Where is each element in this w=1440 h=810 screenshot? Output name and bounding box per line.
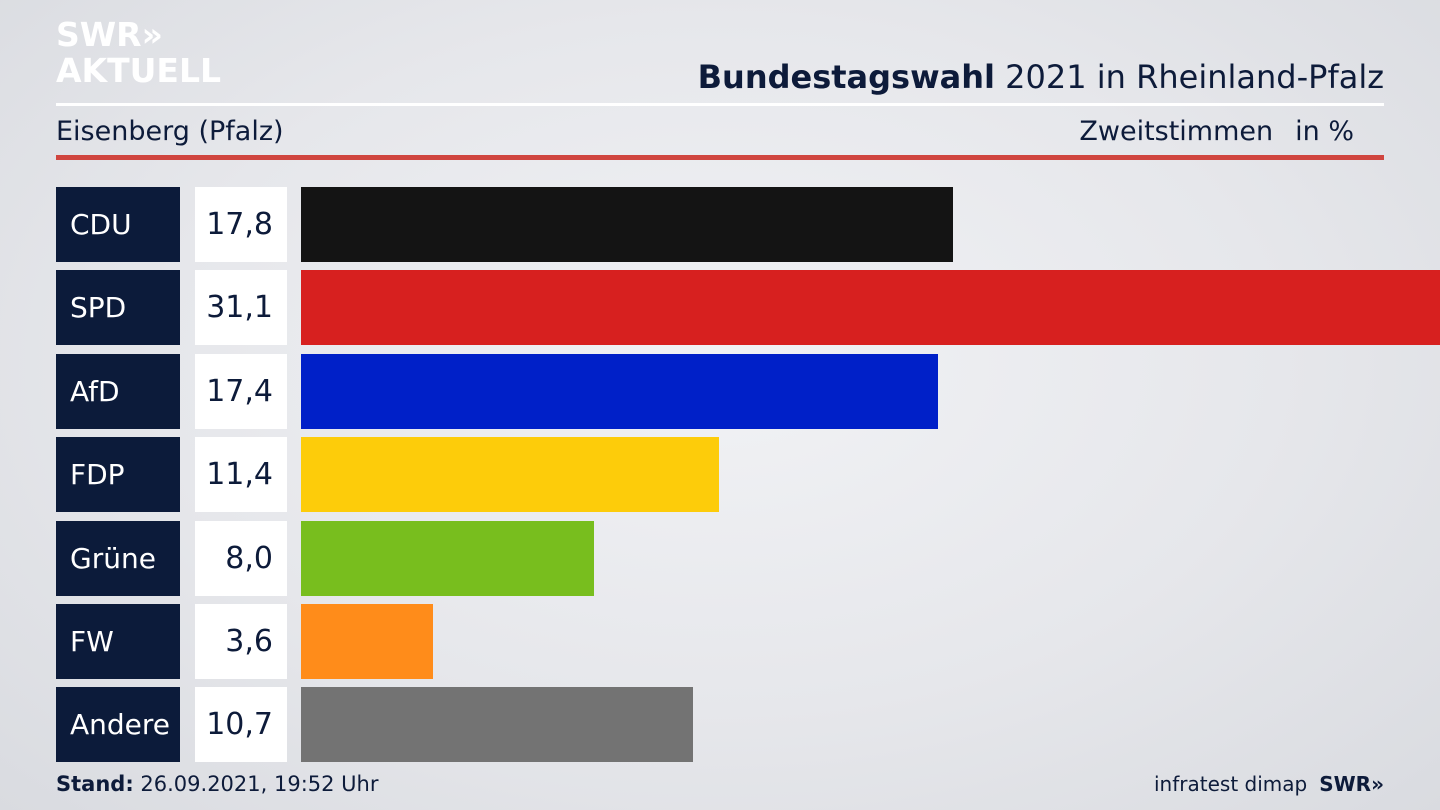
party-label: Grüne: [56, 521, 180, 596]
value-label: 17,8: [195, 187, 287, 262]
logo-line-2: AKTUELL: [56, 51, 222, 90]
bar: [301, 687, 693, 762]
swr-footer-logo: SWR»: [1319, 772, 1384, 796]
source-label: infratest dimap: [1154, 772, 1308, 796]
party-label: FW: [56, 604, 180, 679]
value-label: 3,6: [195, 604, 287, 679]
bar: [301, 270, 1440, 345]
party-label: FDP: [56, 437, 180, 512]
party-label: Andere: [56, 687, 180, 762]
header-divider: [56, 103, 1384, 106]
party-label: SPD: [56, 270, 180, 345]
party-label: CDU: [56, 187, 180, 262]
unit-label: in %: [1295, 116, 1354, 147]
measure-label: Zweitstimmen in %: [1079, 116, 1354, 147]
accent-divider: [56, 155, 1384, 160]
bar: [301, 354, 938, 429]
vote-type-label: Zweitstimmen: [1079, 116, 1274, 147]
source-credit: infratest dimap SWR»: [1154, 772, 1384, 796]
bar: [301, 604, 433, 679]
bar: [301, 437, 719, 512]
value-label: 31,1: [195, 270, 287, 345]
timestamp: Stand: 26.09.2021, 19:52 Uhr: [56, 772, 379, 796]
logo-line-1: SWR»: [56, 15, 163, 54]
stand-label: Stand:: [56, 772, 134, 796]
title-bold: Bundestagswahl: [697, 58, 995, 96]
party-label: AfD: [56, 354, 180, 429]
value-label: 10,7: [195, 687, 287, 762]
bar: [301, 187, 953, 262]
bar: [301, 521, 594, 596]
swr-aktuell-logo: SWR» AKTUELL: [56, 18, 221, 87]
value-label: 11,4: [195, 437, 287, 512]
value-label: 8,0: [195, 521, 287, 596]
chart-title: Bundestagswahl 2021 in Rheinland-Pfalz: [698, 58, 1384, 96]
title-rest: 2021 in Rheinland-Pfalz: [995, 58, 1384, 96]
value-label: 17,4: [195, 354, 287, 429]
location-label: Eisenberg (Pfalz): [56, 116, 284, 147]
stand-value: 26.09.2021, 19:52 Uhr: [133, 772, 379, 796]
